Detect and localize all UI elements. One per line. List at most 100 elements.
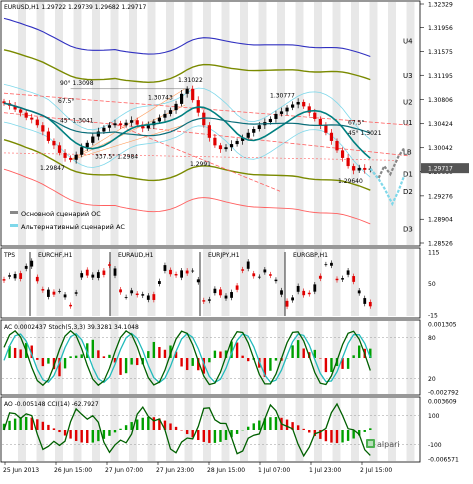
price-tick-label: 1.32329 <box>428 2 453 9</box>
session-band <box>388 398 396 461</box>
tps-bar <box>36 277 39 281</box>
ao-histogram-bar <box>142 418 144 430</box>
candle-body <box>113 123 116 125</box>
tps-bar <box>14 274 17 278</box>
candle-body <box>285 108 288 112</box>
tps-bar <box>252 273 255 276</box>
ao-histogram-bar <box>25 417 27 430</box>
ao-histogram-bar <box>286 420 288 430</box>
candle-body <box>75 155 78 160</box>
ac-histogram-bar <box>97 350 99 358</box>
tps-bar <box>175 274 178 275</box>
ac-histogram-bar <box>75 356 77 358</box>
level-label: U1 <box>403 119 413 127</box>
ac-histogram-bar <box>42 358 44 366</box>
session-band <box>351 249 359 316</box>
session-band <box>148 249 156 316</box>
tps-bar <box>247 262 250 269</box>
session-band <box>166 249 174 316</box>
tps-bar <box>136 294 139 295</box>
price-annotation: 1.29640 <box>338 178 363 185</box>
ac-histogram-bar <box>64 358 66 368</box>
time-label: 1 Jul 23:00 <box>309 467 341 474</box>
candle-body <box>130 120 133 123</box>
tps-bar <box>225 296 228 299</box>
ac-histogram-bar <box>164 350 166 358</box>
price-tick-label: 1.29276 <box>428 193 453 200</box>
price-annotation: 45° 1.3041 <box>60 118 94 125</box>
candle-body <box>97 132 100 137</box>
ao-tick-label: -100 <box>428 442 442 449</box>
session-band <box>185 249 193 316</box>
ao-histogram-bar <box>303 429 305 430</box>
price-annotation: 45° 1.3021 <box>348 130 382 137</box>
ao-histogram-bar <box>330 430 332 443</box>
tps-bar <box>3 279 6 280</box>
tps-bar <box>197 279 200 282</box>
tps-bar <box>119 289 122 292</box>
price-tick-label: 1.31956 <box>428 25 453 32</box>
tps-bar <box>108 264 111 265</box>
candle-body <box>147 125 150 128</box>
candle-body <box>191 89 194 100</box>
candle-body <box>230 144 233 147</box>
candle-body <box>174 104 177 110</box>
tps-tick-label: 115 <box>428 250 440 257</box>
ao-histogram-bar <box>136 419 138 430</box>
candle-body <box>169 110 172 114</box>
ao-cci-header: AO -0.005148 CCI(14) -62.7927 <box>4 401 99 408</box>
session-band <box>129 249 137 316</box>
session-band <box>37 249 45 316</box>
tps-tick-label: -15 <box>428 313 438 320</box>
price-tick-label: 1.30806 <box>428 97 453 104</box>
candle-body <box>280 111 283 114</box>
candle-body <box>297 102 300 105</box>
candle-body <box>335 141 338 150</box>
tps-bar <box>297 286 300 292</box>
tps-bar <box>91 275 94 278</box>
time-label: 2 Jul 15:00 <box>360 467 392 474</box>
ac-histogram-bar <box>180 358 182 366</box>
session-band <box>388 321 396 394</box>
tps-bar <box>336 279 339 280</box>
candle-body <box>247 133 250 138</box>
tps-bar <box>358 290 361 293</box>
ac-histogram-bar <box>119 358 121 375</box>
level-label: D1 <box>403 171 413 179</box>
level-label: U2 <box>403 98 413 106</box>
tps-pair-label: EURJPY,H1 <box>208 252 240 259</box>
ac-histogram-bar <box>130 358 132 365</box>
tps-bar <box>258 277 261 278</box>
ao-histogram-bar <box>364 430 366 432</box>
tps-bar <box>158 281 161 284</box>
ac-histogram-bar <box>153 342 155 358</box>
base-scenario-swatch <box>10 211 18 214</box>
candle-body <box>125 123 128 126</box>
price-tick-label: 1.31195 <box>428 73 453 80</box>
ac-histogram-bar <box>303 348 305 358</box>
ac-histogram-bar <box>325 358 327 372</box>
session-band <box>74 321 82 394</box>
ac-histogram-bar <box>236 343 238 358</box>
base-scenario-label: Основной сценарий ОС <box>21 210 101 218</box>
candle-body <box>180 94 183 104</box>
price-annotation: 67.5° <box>58 98 74 105</box>
tps-bar <box>80 273 83 277</box>
tps-pair-label: EURGBP,H1 <box>293 252 328 259</box>
candle-body <box>91 137 94 143</box>
level-label: U4 <box>403 37 413 45</box>
candle-body <box>347 158 350 166</box>
tps-bar <box>241 269 244 270</box>
tps-bar <box>330 263 333 266</box>
candle-body <box>358 168 361 171</box>
ac-histogram-bar <box>291 345 293 358</box>
tps-bar <box>263 269 266 272</box>
ac-histogram-bar <box>36 358 38 360</box>
ao-histogram-bar <box>64 430 66 436</box>
candle-body <box>202 113 205 126</box>
tps-bar <box>130 290 133 293</box>
session-band <box>333 321 341 394</box>
session-band <box>55 249 63 316</box>
price-annotation: 1.31022 <box>178 77 203 84</box>
